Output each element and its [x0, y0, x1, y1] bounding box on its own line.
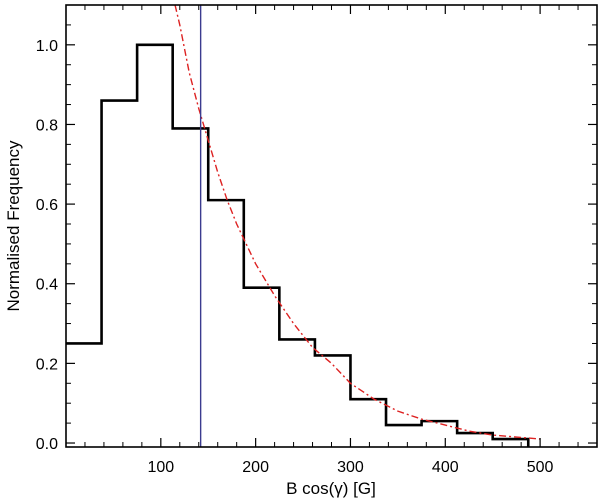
- y-tick-label: 0.2: [36, 356, 58, 373]
- x-tick-label: 500: [527, 459, 554, 476]
- y-tick-label: 0.4: [36, 277, 58, 294]
- y-tick-label: 0.0: [36, 436, 58, 453]
- x-axis-label: B cos(γ) [G]: [286, 479, 376, 498]
- histogram-bin: [457, 433, 493, 447]
- histogram-bin: [315, 355, 351, 447]
- y-tick-label: 0.6: [36, 197, 58, 214]
- histogram-bin: [422, 421, 458, 447]
- y-tick-label: 1.0: [36, 38, 58, 55]
- x-tick-label: 100: [147, 459, 174, 476]
- x-tick-label: 200: [242, 459, 269, 476]
- histogram-bin: [66, 343, 102, 447]
- histogram-bin: [386, 425, 422, 447]
- histogram-bin: [137, 45, 173, 447]
- x-tick-label: 300: [337, 459, 364, 476]
- histogram-outline: [66, 43, 530, 447]
- histogram-bin: [350, 399, 386, 447]
- histogram-bin: [173, 128, 209, 447]
- histogram-bin: [279, 339, 315, 447]
- x-tick-label: 400: [432, 459, 459, 476]
- y-axis-label: Normalised Frequency: [4, 140, 23, 312]
- histogram-bin: [102, 101, 138, 447]
- histogram-bin: [493, 439, 529, 447]
- histogram-bin: [244, 288, 280, 447]
- y-tick-label: 0.8: [36, 117, 58, 134]
- histogram-bin: [208, 200, 244, 447]
